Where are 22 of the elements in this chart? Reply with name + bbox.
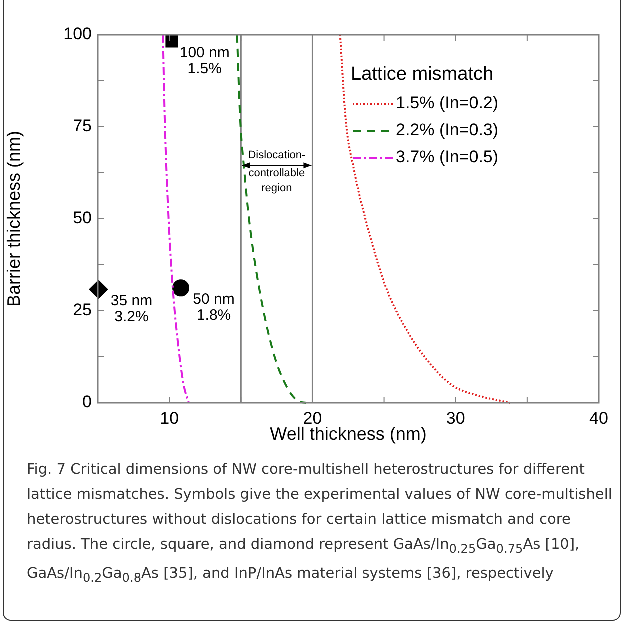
x-tick-label: 30 (446, 408, 466, 428)
point (172, 280, 190, 297)
y-tick-label: 50 (73, 208, 92, 228)
text: Fig. 7 Critical dimensions of NW core-multishell heterostructures for different lattice mismatches. Symbols give the experimental values of NW core-multishell heterostructures without dislocations for certain lattice mismatch and core radius. The circle, square, and diamond represent GaAs/In$_{0.25}$Ga$_{0.75}$As [10], GaAs/In$_{0.2}$Ga$_{0.8}$As [35], and InP/InAs material systems [36], respectively (27, 462, 612, 585)
legend-label: 1.5% (In=0.2) (396, 94, 499, 113)
legend-title: Lattice mismatch (351, 64, 494, 86)
x-tick-label: 10 (160, 408, 180, 428)
annotation: 100 nm 1.5% (180, 44, 230, 78)
legend-label: 2.2% (In=0.3) (396, 120, 499, 140)
annotation: Dislocation- controllable region (248, 150, 306, 195)
y-axis-title: Barrier thickness (nm) (4, 130, 24, 308)
y-tick-label: 0 (82, 392, 92, 412)
x-tick-label: 40 (590, 408, 608, 428)
legend-label: 3.7% (In=0.5) (396, 148, 499, 167)
annotation: 35 nm 3.2% (110, 292, 153, 326)
line-series (236, 34, 308, 404)
point (166, 35, 178, 48)
annotation: 50 nm 1.8% (193, 290, 235, 324)
y-tick-label: 100 (64, 24, 92, 44)
y-tick-label: 75 (73, 116, 92, 136)
y-tick-label: 25 (73, 300, 92, 320)
line-series (339, 34, 512, 404)
